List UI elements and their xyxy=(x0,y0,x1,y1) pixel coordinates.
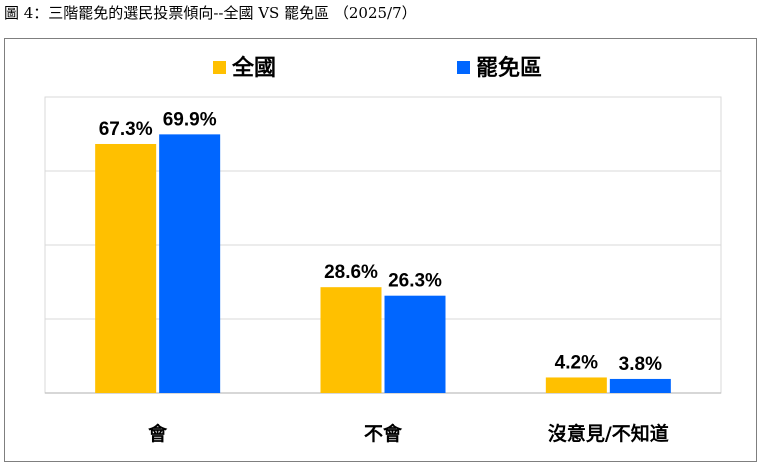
bar xyxy=(545,377,607,393)
legend-swatch xyxy=(457,61,470,74)
category-label: 會 xyxy=(148,422,168,445)
category-label: 沒意見/不知道 xyxy=(548,422,669,445)
legend-label: 全國 xyxy=(231,55,276,81)
data-label: 69.9% xyxy=(163,109,217,130)
chart-frame xyxy=(4,38,757,462)
data-label: 4.2% xyxy=(555,352,598,373)
legend-swatch xyxy=(213,61,226,74)
figure-title: 圖 4：三階罷免的選民投票傾向--全國 VS 罷免區 （2025/7） xyxy=(4,4,417,22)
data-label: 67.3% xyxy=(99,119,153,140)
bar xyxy=(320,287,382,393)
bar xyxy=(159,134,221,393)
category-label: 不會 xyxy=(364,422,403,445)
data-label: 26.3% xyxy=(388,271,442,292)
bar xyxy=(384,295,446,393)
legend-label: 罷免區 xyxy=(476,55,542,81)
data-label: 3.8% xyxy=(619,354,662,375)
bar xyxy=(95,143,157,393)
data-label: 28.6% xyxy=(324,262,378,283)
bar xyxy=(609,378,671,393)
